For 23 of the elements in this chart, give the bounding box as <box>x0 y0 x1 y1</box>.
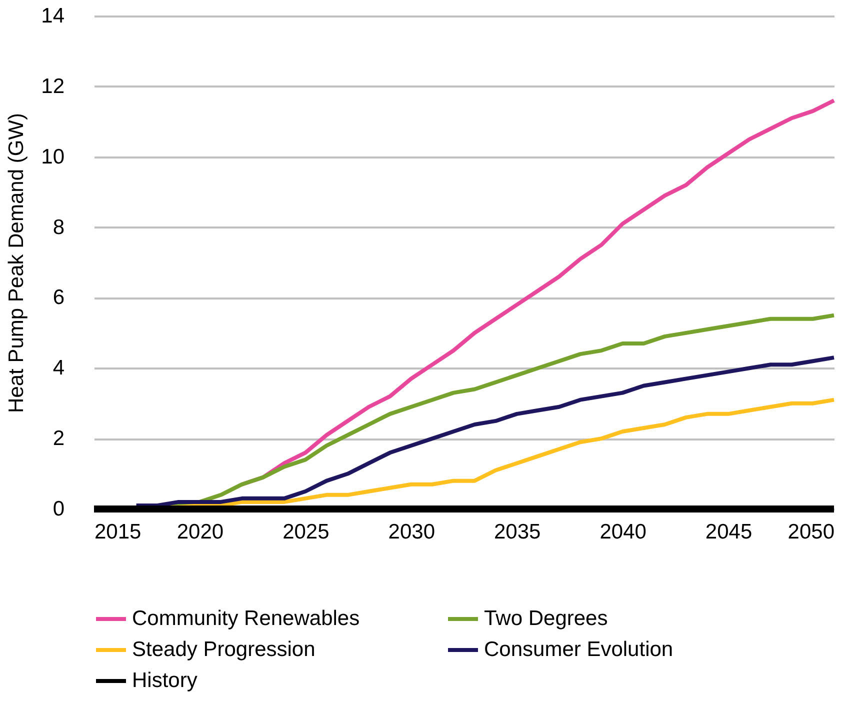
y-axis-title: Heat Pump Peak Demand (GW) <box>5 113 28 413</box>
x-tick-label: 2020 <box>176 520 224 544</box>
y-tick-label: 0 <box>52 498 64 520</box>
y-tick-label: 4 <box>52 356 65 380</box>
legend-label: Community Renewables <box>132 607 360 630</box>
x-tick-label: 2035 <box>494 520 541 544</box>
x-tick-label: 2030 <box>388 520 435 544</box>
x-tick-label: 2050 <box>788 520 834 544</box>
y-tick-label: 8 <box>52 216 64 239</box>
y-tick-label: 14 <box>41 4 65 28</box>
x-tick-label: 2015 <box>94 520 142 544</box>
legend-label: Two Degrees <box>484 607 608 630</box>
legend-label: Consumer Evolution <box>484 638 674 661</box>
legend-label: History <box>132 669 198 692</box>
y-tick-label: 2 <box>52 427 64 450</box>
x-tick-label: 2045 <box>705 520 752 544</box>
x-tick-label: 2025 <box>282 520 330 544</box>
y-tick-label: 6 <box>52 286 64 310</box>
line-series <box>134 356 836 508</box>
y-tick-label: 10 <box>41 145 64 168</box>
x-tick-label: 2040 <box>600 520 646 544</box>
legend-label: Steady Progression <box>132 638 316 661</box>
y-tick-label: 12 <box>41 74 64 98</box>
